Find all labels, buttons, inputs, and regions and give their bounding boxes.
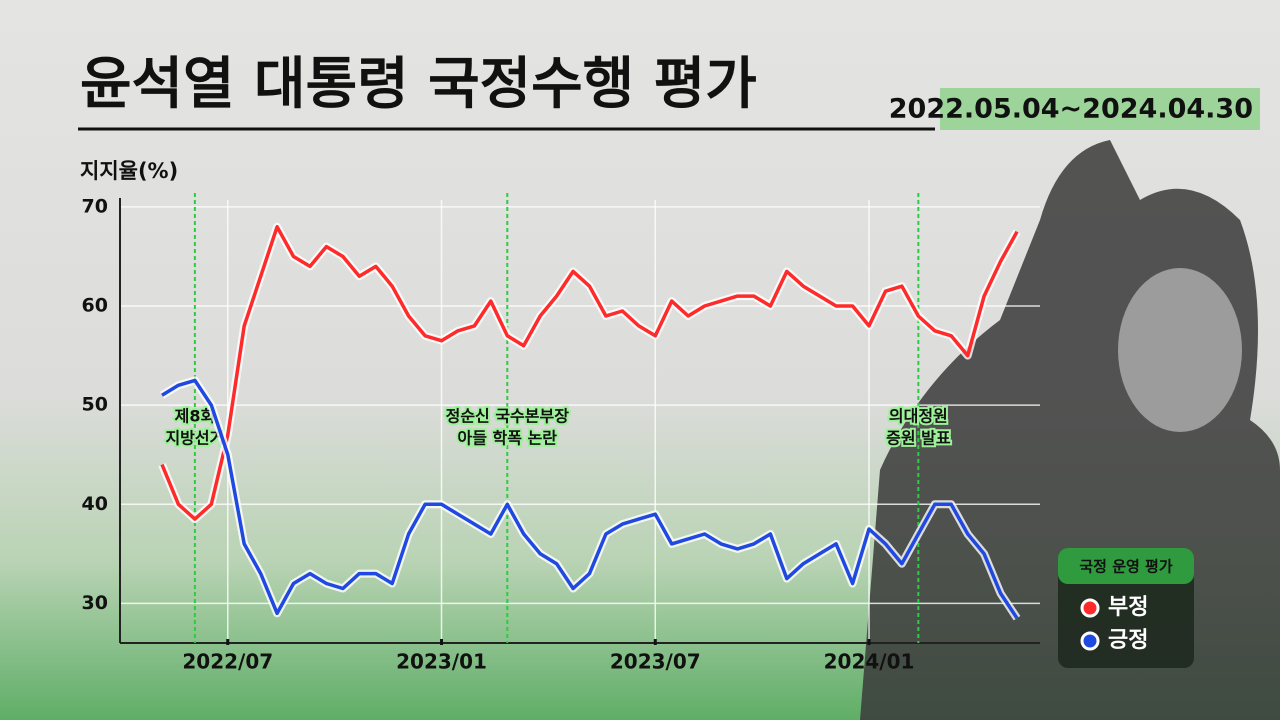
event-label: 의대정원 [889, 407, 948, 426]
y-axis-label: 지지율(%) [80, 159, 178, 183]
y-tick-label: 60 [82, 295, 108, 317]
subtitle: 2022.05.04~2024.04.30 [889, 94, 1253, 125]
chart-title: 윤석열 대통령 국정수행 평가 [80, 52, 757, 117]
y-tick-label: 70 [82, 195, 108, 217]
legend-header [1058, 548, 1194, 584]
legend-label: 긍정 [1108, 628, 1148, 653]
series-line [161, 378, 1019, 620]
event-label: 지방선거 [165, 429, 224, 448]
event-label: 정순신 국수본부장 [446, 407, 570, 426]
x-tick-label: 2024/01 [824, 650, 915, 674]
portrait-face [1118, 268, 1242, 432]
x-tick-label: 2023/01 [396, 650, 487, 674]
legend-label: 부정 [1108, 595, 1148, 620]
legend-title: 국정 운영 평가 [1079, 558, 1172, 576]
series-line [160, 225, 1019, 521]
event-label: 제8회 [175, 407, 216, 426]
y-tick-label: 50 [82, 394, 108, 416]
y-tick-label: 30 [82, 592, 108, 614]
subtitle-highlight [940, 88, 1260, 130]
legend-swatch [1080, 598, 1100, 618]
event-label: 아들 학폭 논란 [458, 429, 558, 448]
x-tick-label: 2022/07 [182, 650, 273, 674]
event-label: 증원 발표 [886, 429, 951, 448]
y-tick-label: 40 [82, 493, 108, 515]
x-tick-label: 2023/07 [610, 650, 701, 674]
legend-swatch [1080, 631, 1100, 651]
